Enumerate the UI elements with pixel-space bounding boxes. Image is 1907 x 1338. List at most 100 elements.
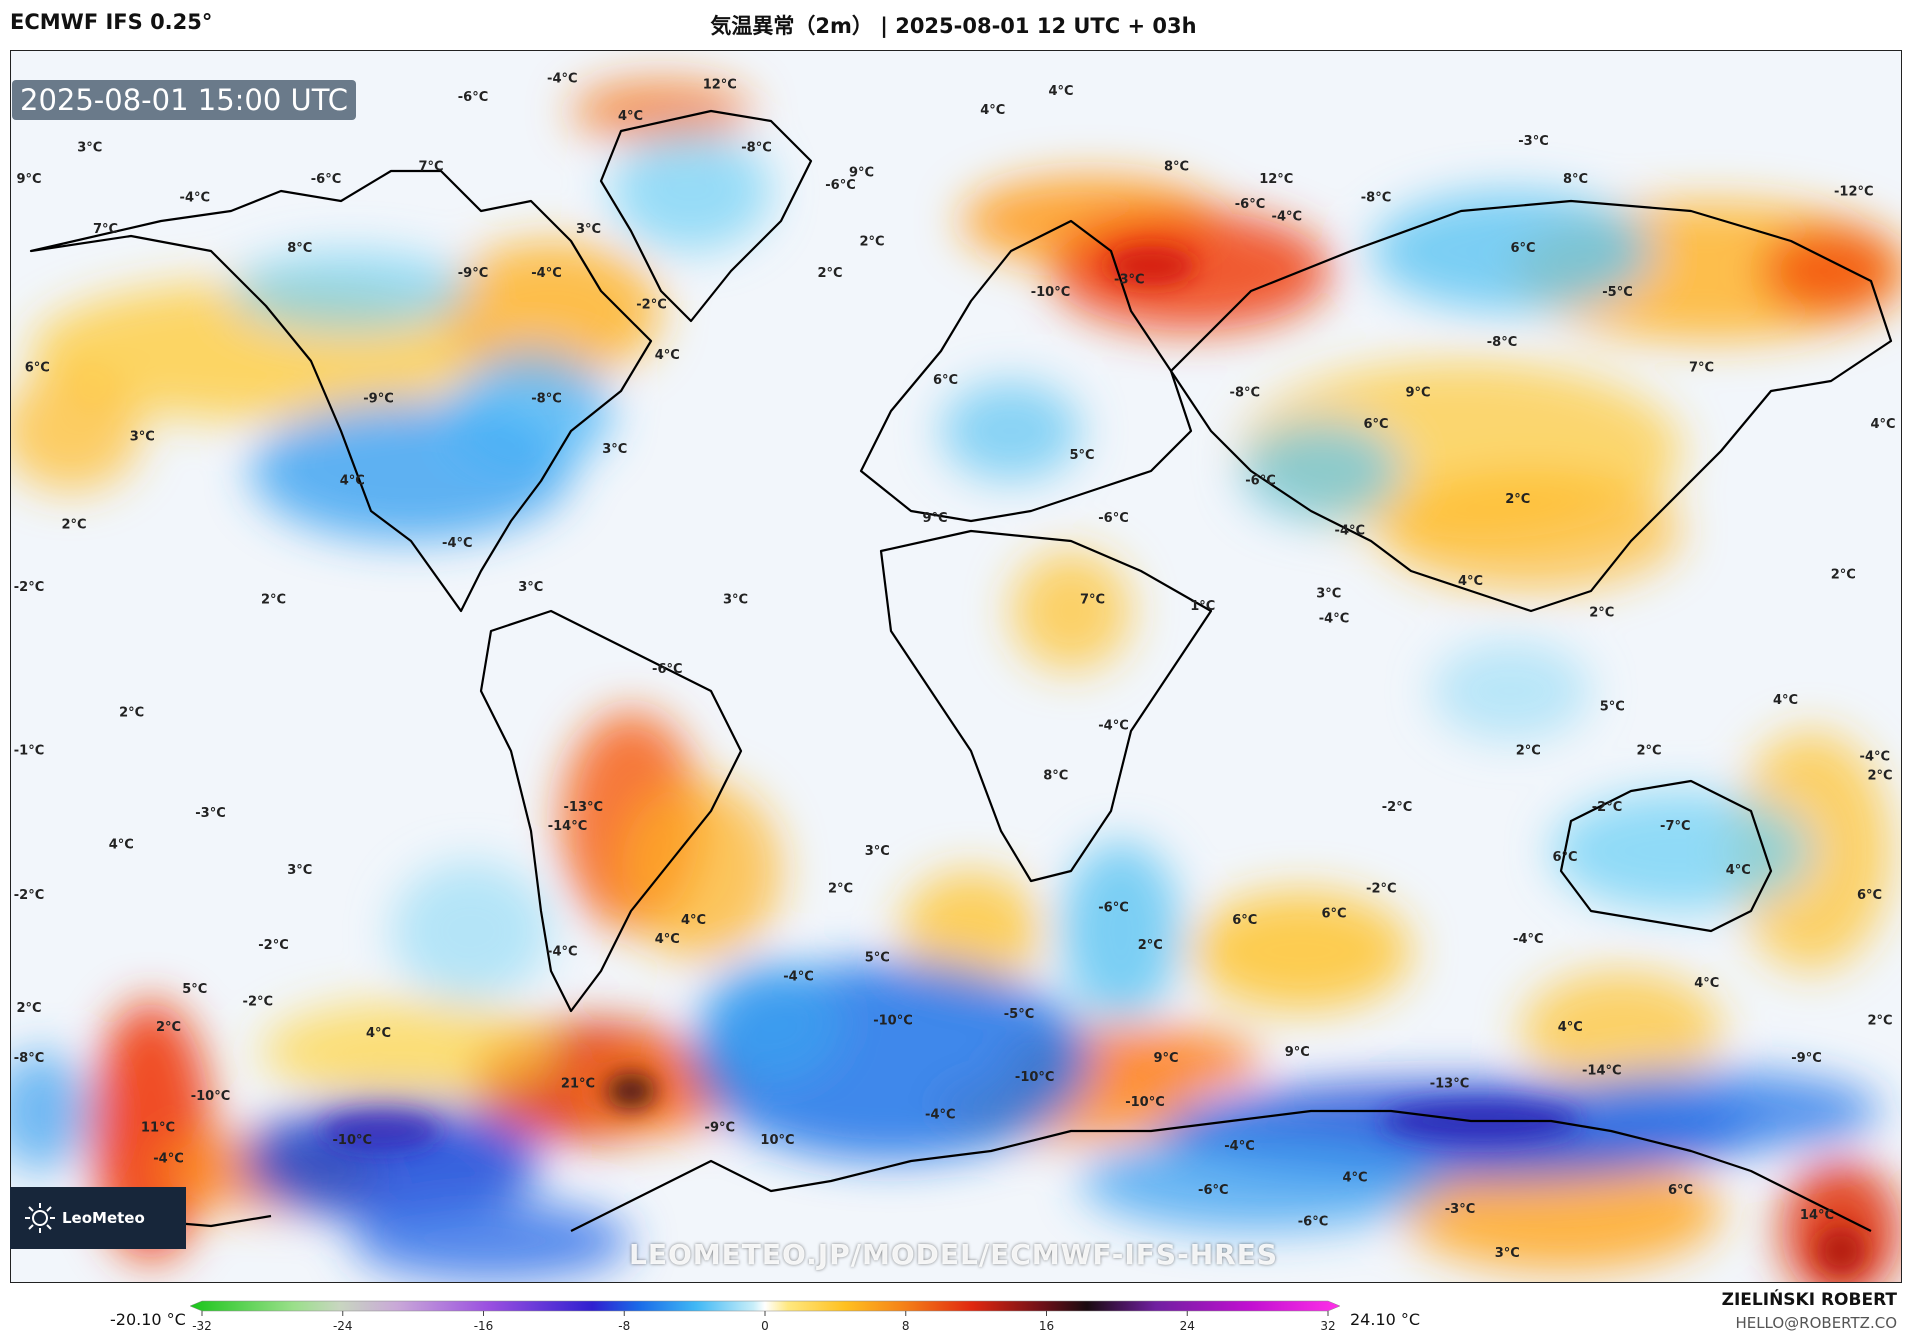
anomaly-label: 8°C [1043,769,1068,784]
anomaly-label: 2°C [16,1001,41,1016]
anomaly-label: 6°C [933,373,958,388]
anomaly-label: 2°C [1505,492,1530,507]
anomaly-label: 4°C [1726,863,1751,878]
source-url-watermark: LEOMETEO.JP/MODEL/ECMWF-IFS-HRES [628,1238,1278,1271]
anomaly-label: -4°C [1335,524,1365,539]
model-name: ECMWF IFS 0.25° [10,10,213,34]
anomaly-label: -6°C [1098,511,1128,526]
anomaly-label: -6°C [1298,1215,1328,1230]
anomaly-label: -14°C [1582,1064,1622,1079]
anomaly-label: -4°C [925,1108,955,1123]
anomaly-map[interactable]: 12°C -4°C -6°C 4°C -8°C 9°C -6°C 4°C 3°C 9°C -6°C -… [10,50,1902,1283]
anomaly-label: 9°C [922,511,947,526]
anomaly-label: -10°C [873,1014,913,1029]
anomaly-label: -8°C [531,392,561,407]
anomaly-label: -10°C [1015,1070,1055,1085]
anomaly-label: -4°C [531,266,561,281]
anomaly-label: 6°C [25,360,50,375]
anomaly-label: 2°C [1867,1014,1892,1029]
anomaly-label: -8°C [1487,335,1517,350]
anomaly-label: 4°C [618,109,643,124]
anomaly-label: -2°C [1366,882,1396,897]
colorbar-tick-label: 0 [761,1319,769,1333]
anomaly-label: 7°C [1689,360,1714,375]
anomaly-label: -8°C [14,1051,44,1066]
anomaly-label: -5°C [1004,1007,1034,1022]
anomaly-label: -5°C [1602,285,1632,300]
anomaly-label: 5°C [1069,448,1094,463]
author-email: HELLO@ROBERTZ.CO [1735,1314,1897,1332]
sun-icon [25,1203,55,1233]
anomaly-label: 9°C [1285,1045,1310,1060]
author-credit: ZIELIŃSKI ROBERT [1721,1290,1897,1310]
colorbar-tick-label: 8 [902,1319,910,1333]
anomaly-labels: 12°C-4°C-6°C4°C-8°C9°C-6°C4°C3°C9°C -6°C-… [14,71,1896,1261]
anomaly-label: 4°C [1458,574,1483,589]
anomaly-label: 3°C [602,442,627,457]
anomaly-field [11,81,1901,1282]
anomaly-label: -9°C [458,266,488,281]
anomaly-label: 4°C [655,932,680,947]
anomaly-label: 2°C [817,266,842,281]
anomaly-label: 6°C [1510,241,1535,256]
anomaly-label: -4°C [1513,932,1543,947]
anomaly-label: -6°C [311,172,341,187]
colorbar-tick-label: -16 [474,1319,494,1333]
anomaly-label: 2°C [1138,938,1163,953]
colorbar: -32 -24 -16 -8 0 8 16 24 32 [190,1300,1340,1333]
anomaly-label: -4°C [1224,1139,1254,1154]
anomaly-label: -13°C [564,800,604,815]
anomaly-label: 2°C [61,517,86,532]
anomaly-label: -14°C [548,819,588,834]
map-canvas: 12°C-4°C-6°C4°C-8°C9°C-6°C4°C3°C9°C -6°C-… [11,71,1901,1282]
anomaly-label: -7°C [1660,819,1690,834]
anomaly-label: -6°C [458,90,488,105]
anomaly-label: -10°C [333,1133,373,1148]
anomaly-label: 8°C [287,241,312,256]
anomaly-label: 2°C [1516,743,1541,758]
anomaly-label: 4°C [1694,976,1719,991]
anomaly-label: 5°C [1600,700,1625,715]
anomaly-label: -13°C [1430,1076,1470,1091]
anomaly-label: -8°C [1361,191,1391,206]
logo-text: LeoMeteo [62,1209,145,1227]
anomaly-label: 3°C [723,593,748,608]
anomaly-label: -3°C [1518,134,1548,149]
anomaly-label: 6°C [1668,1183,1693,1198]
anomaly-label: -2°C [14,580,44,595]
anomaly-label: 8°C [1563,172,1588,187]
anomaly-label: 6°C [1857,888,1882,903]
anomaly-label: 8°C [1164,159,1189,174]
anomaly-label: 3°C [865,844,890,859]
anomaly-label: 3°C [287,863,312,878]
anomaly-label: 3°C [576,222,601,237]
anomaly-label: 4°C [980,103,1005,118]
anomaly-label: 2°C [156,1020,181,1035]
anomaly-label: -4°C [1319,612,1349,627]
anomaly-label: 4°C [366,1026,391,1041]
anomaly-label: -8°C [1230,385,1260,400]
anomaly-label: -3°C [1445,1202,1475,1217]
anomaly-label: 1°C [1190,599,1215,614]
anomaly-label: -9°C [1791,1051,1821,1066]
anomaly-label: 9°C [849,166,874,181]
anomaly-label: -10°C [1031,285,1071,300]
anomaly-label: 6°C [1232,913,1257,928]
anomaly-label: 9°C [16,172,41,187]
anomaly-label: -6°C [1098,900,1128,915]
anomaly-label: 7°C [1080,593,1105,608]
anomaly-label: -3°C [1114,272,1144,287]
anomaly-label: 2°C [1636,743,1661,758]
anomaly-label: -6°C [825,178,855,193]
colorbar-tick-label: -32 [192,1319,212,1333]
anomaly-label: 3°C [1316,586,1341,601]
anomaly-label: -4°C [547,944,577,959]
anomaly-label: -6°C [1198,1183,1228,1198]
anomaly-label: 2°C [1867,769,1892,784]
coastlines [29,109,1893,1233]
anomaly-label: 2°C [1589,605,1614,620]
anomaly-label: 4°C [1870,417,1895,432]
anomaly-label: 6°C [1363,417,1388,432]
anomaly-label: -4°C [547,71,577,86]
anomaly-label: -4°C [783,970,813,985]
